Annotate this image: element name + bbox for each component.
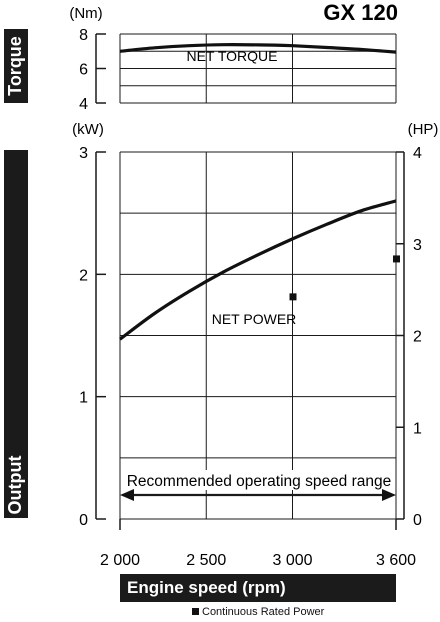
- speed-range-annotation: Recommended operating speed range: [120, 470, 396, 501]
- power-y-tick-label-right: 0: [413, 512, 422, 529]
- power-y-tick-label-left: 0: [79, 512, 88, 529]
- power-y-tick-label-left: 2: [79, 267, 88, 284]
- output-axis-box: Output: [4, 150, 28, 518]
- x-tick-label: 3 600: [376, 552, 416, 569]
- power-y-tick-label-right: 1: [413, 420, 422, 437]
- continuous-rated-power-marker: [289, 293, 297, 301]
- power-y-tick-label-right: 3: [413, 237, 422, 254]
- axes: [95, 33, 405, 530]
- chart-title: GX 120: [323, 0, 398, 25]
- power-y-tick-label-left: 3: [79, 145, 88, 162]
- x-tick-label: 2 500: [186, 552, 226, 569]
- power-y-tick-label-right: 2: [413, 329, 422, 346]
- net-power-label: NET POWER: [212, 311, 297, 327]
- legend: Continuous Rated Power: [192, 606, 324, 618]
- torque-y-tick-label: 8: [79, 27, 88, 44]
- net-torque-curve: [119, 43, 397, 54]
- annotation-label: Recommended operating speed range: [127, 473, 392, 490]
- grid-lines: [119, 33, 397, 520]
- continuous-rated-power-marker: [393, 255, 400, 263]
- annotation-arrow-head-right: [382, 489, 396, 501]
- x-axis-title: Engine speed (rpm): [127, 578, 286, 597]
- net-power-curve: [119, 199, 397, 341]
- power-unit-right-label: (HP): [408, 121, 439, 138]
- output-axis-title: Output: [5, 455, 25, 515]
- x-axis-title-box: Engine speed (rpm): [120, 574, 396, 602]
- torque-axis-title: Torque: [5, 36, 25, 96]
- tick-labels: 4 6 8 0 1 2 3 0 1 2 3 4 2 000 2 500 3 000 3 600: [79, 27, 422, 569]
- net-torque-label: NET TORQUE: [186, 48, 277, 64]
- legend-label: Continuous Rated Power: [202, 606, 325, 618]
- power-y-tick-label-right: 4: [413, 145, 422, 162]
- torque-y-tick-label: 6: [79, 62, 88, 79]
- torque-axis-box: Torque: [4, 29, 28, 103]
- markers: [289, 255, 400, 301]
- torque-y-tick-label: 4: [79, 96, 88, 113]
- legend-square-icon: [192, 608, 199, 615]
- power-y-tick-label-left: 1: [79, 390, 88, 407]
- power-unit-left-label: (kW): [72, 121, 104, 138]
- torque-unit-label: (Nm): [69, 5, 102, 22]
- x-tick-label: 2 000: [100, 552, 140, 569]
- annotation-arrow-head-left: [120, 489, 134, 501]
- x-tick-label: 3 000: [272, 552, 312, 569]
- curves: [119, 43, 397, 341]
- annotation-background: [142, 470, 374, 490]
